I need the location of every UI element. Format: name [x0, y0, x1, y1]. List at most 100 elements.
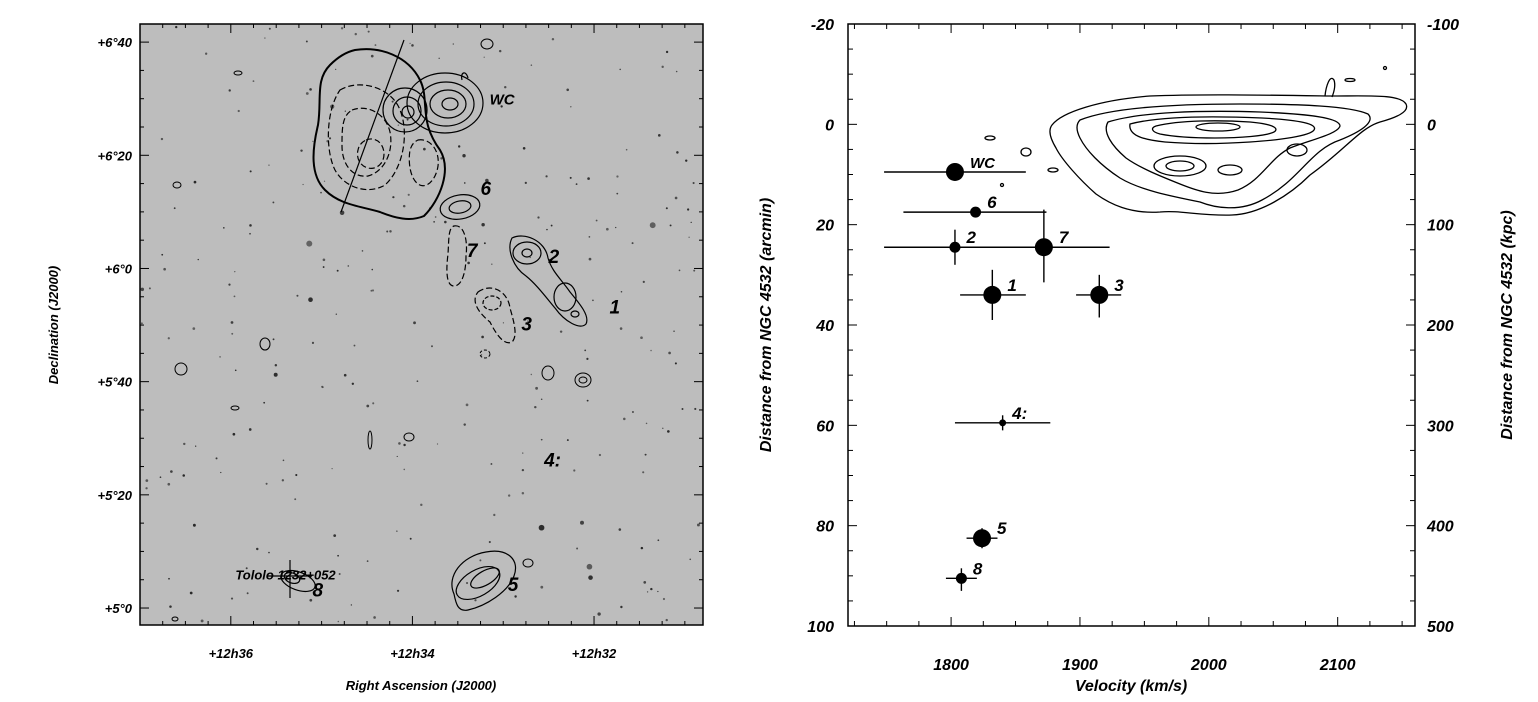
star [416, 380, 419, 383]
star [522, 452, 524, 454]
pv-point-8: 8 [945, 559, 983, 591]
star [521, 492, 525, 495]
source-label: 3 [521, 315, 532, 336]
pv-x-tick-label: 2100 [1319, 657, 1356, 674]
star [396, 589, 400, 592]
star [465, 581, 469, 585]
star [347, 265, 350, 267]
star [249, 170, 252, 173]
star [323, 180, 326, 182]
star [402, 204, 406, 208]
star [643, 581, 647, 584]
source-label: 1 [609, 298, 620, 319]
star [559, 330, 563, 333]
star [302, 183, 304, 186]
star [169, 605, 172, 608]
star [657, 134, 661, 137]
pv-y-tick-label: 40 [815, 318, 834, 335]
star [335, 313, 338, 315]
star [296, 294, 299, 297]
contour-3 [474, 287, 516, 344]
star [431, 345, 433, 348]
star [481, 335, 484, 339]
source-label: WC [490, 91, 516, 108]
left-x-tick-label: +12h36 [209, 646, 254, 661]
contour-small-11 [367, 430, 373, 450]
star [370, 289, 373, 292]
contour-1-inner [553, 282, 577, 312]
star [371, 268, 374, 271]
pv-marker [999, 419, 1007, 427]
star [650, 587, 653, 591]
pv-point-label: 1 [1007, 276, 1016, 295]
contour-small-2 [480, 38, 494, 50]
star [576, 547, 579, 550]
star [282, 459, 285, 462]
star [274, 363, 278, 367]
star [195, 445, 197, 447]
star [550, 224, 553, 227]
pv-marker [970, 206, 982, 218]
star [321, 386, 324, 389]
contour-dashed-3 [356, 138, 385, 169]
pv-point-label: WC [970, 155, 996, 172]
star [650, 349, 652, 352]
pv-marker [973, 529, 992, 548]
star [246, 592, 249, 595]
star [340, 27, 344, 30]
star [312, 140, 314, 142]
contour-small-9 [578, 376, 588, 384]
star [642, 280, 645, 283]
star [220, 471, 222, 474]
star [675, 70, 678, 73]
star [598, 453, 602, 457]
pv-contour-5 [1151, 120, 1277, 139]
pv-point-label: 5 [997, 519, 1007, 538]
star [423, 147, 426, 151]
left-y-tick-label: +5°20 [98, 488, 133, 503]
star [234, 270, 236, 273]
pv-contour-8 [1165, 160, 1195, 172]
star [631, 410, 634, 414]
star [586, 399, 589, 402]
star [411, 44, 414, 47]
star [389, 230, 392, 233]
star [540, 585, 544, 589]
contour-8-outer [280, 569, 316, 593]
pv-contours [984, 65, 1408, 216]
sky-map-axes: +12h36 +12h34 +12h32 +6°40 +6°20 +6°0 +5°40 +5°… [98, 24, 703, 661]
left-y-tick-label: +6°20 [98, 148, 133, 163]
star [409, 537, 412, 540]
contour-3-inner [482, 295, 502, 311]
pv-marker [1034, 238, 1053, 257]
pv-contour-17 [1324, 77, 1336, 98]
star [644, 453, 647, 456]
star [350, 604, 353, 606]
star [373, 616, 376, 619]
star [353, 344, 356, 347]
star [616, 192, 619, 195]
star [396, 530, 398, 532]
star [407, 193, 410, 196]
star [504, 86, 507, 89]
star [192, 327, 196, 330]
pv-point-6: 6 [903, 193, 1047, 218]
star [625, 148, 628, 151]
star [361, 250, 364, 252]
star [370, 54, 374, 58]
star [331, 468, 333, 470]
star-field [140, 25, 700, 623]
star [264, 37, 266, 39]
star [338, 572, 341, 575]
pv-contour-2 [1076, 103, 1371, 209]
contour-small-10 [230, 405, 240, 411]
star [480, 354, 483, 356]
star [491, 263, 493, 265]
star [295, 473, 298, 477]
star [403, 468, 406, 471]
pv-y-tick-label: 20 [815, 218, 834, 235]
star [305, 40, 308, 43]
star [522, 146, 526, 150]
contour-wc-2 [417, 81, 475, 127]
